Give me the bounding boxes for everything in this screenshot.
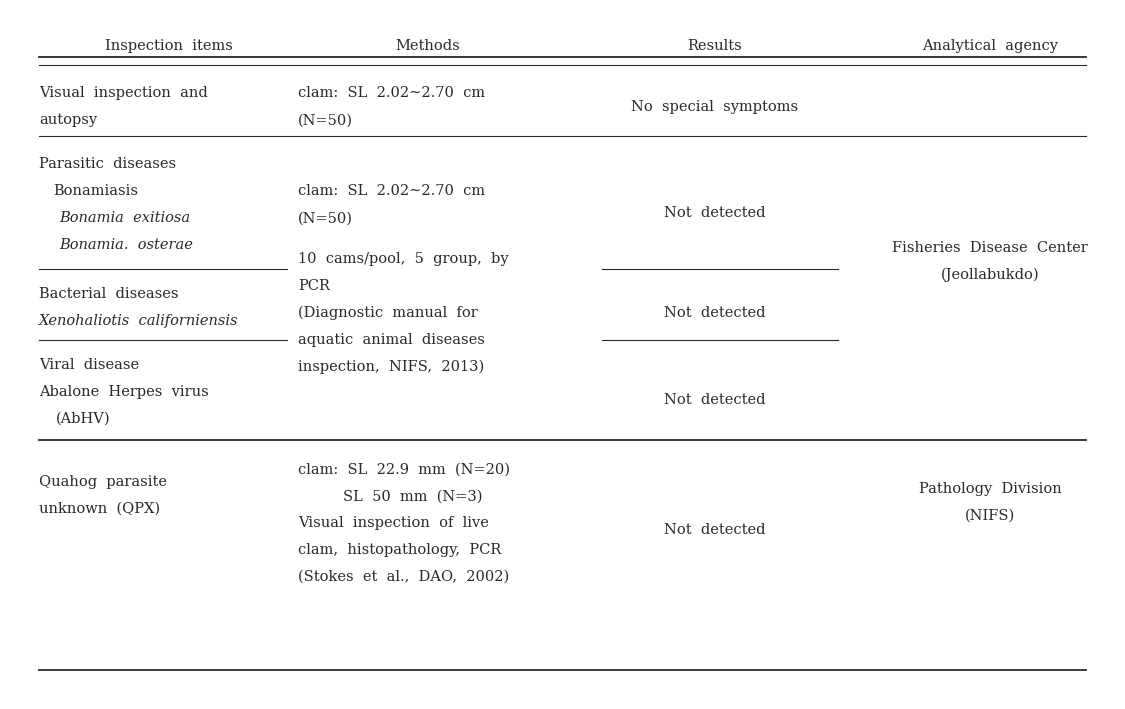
Text: aquatic  animal  diseases: aquatic animal diseases [298, 333, 485, 347]
Text: Abalone  Herpes  virus: Abalone Herpes virus [39, 385, 209, 399]
Text: Viral  disease: Viral disease [39, 358, 140, 372]
Text: (Jeollabukdo): (Jeollabukdo) [940, 268, 1040, 282]
Text: Visual  inspection  of  live: Visual inspection of live [298, 516, 489, 530]
Text: Methods: Methods [395, 39, 460, 53]
Text: clam:  SL  22.9  mm  (N=20): clam: SL 22.9 mm (N=20) [298, 462, 510, 476]
Text: Not  detected: Not detected [664, 306, 765, 320]
Text: Analytical  agency: Analytical agency [922, 39, 1058, 53]
Text: unknown  (QPX): unknown (QPX) [39, 502, 161, 516]
Text: Bonamia.  osterae: Bonamia. osterae [60, 238, 194, 252]
Text: (Stokes  et  al.,  DAO,  2002): (Stokes et al., DAO, 2002) [298, 570, 510, 584]
Text: Visual  inspection  and: Visual inspection and [39, 86, 208, 101]
Text: 10  cams/pool,  5  group,  by: 10 cams/pool, 5 group, by [298, 252, 508, 266]
Text: Inspection  items: Inspection items [105, 39, 233, 53]
Text: clam:  SL  2.02∼2.70  cm: clam: SL 2.02∼2.70 cm [298, 184, 485, 199]
Text: (N=50): (N=50) [298, 113, 353, 128]
Text: PCR: PCR [298, 279, 330, 293]
Text: Not  detected: Not detected [664, 393, 765, 408]
Text: (AbHV): (AbHV) [56, 412, 111, 426]
Text: Parasitic  diseases: Parasitic diseases [39, 157, 177, 172]
Text: Quahog  parasite: Quahog parasite [39, 475, 168, 489]
Text: Bacterial  diseases: Bacterial diseases [39, 287, 179, 301]
Text: Pathology  Division: Pathology Division [919, 482, 1061, 496]
Text: Fisheries  Disease  Center: Fisheries Disease Center [892, 241, 1088, 255]
Text: Xenohaliotis  californiensis: Xenohaliotis californiensis [39, 314, 238, 328]
Text: Results: Results [687, 39, 741, 53]
Text: clam,  histopathology,  PCR: clam, histopathology, PCR [298, 543, 502, 557]
Text: autopsy: autopsy [39, 113, 98, 128]
Text: Bonamiasis: Bonamiasis [53, 184, 138, 199]
Text: inspection,  NIFS,  2013): inspection, NIFS, 2013) [298, 359, 485, 374]
Text: SL  50  mm  (N=3): SL 50 mm (N=3) [343, 489, 483, 503]
Text: No  special  symptoms: No special symptoms [631, 100, 798, 114]
Text: Not  detected: Not detected [664, 206, 765, 220]
Text: clam:  SL  2.02∼2.70  cm: clam: SL 2.02∼2.70 cm [298, 86, 485, 101]
Text: (N=50): (N=50) [298, 211, 353, 225]
Text: Not  detected: Not detected [664, 523, 765, 537]
Text: (Diagnostic  manual  for: (Diagnostic manual for [298, 306, 478, 320]
Text: (NIFS): (NIFS) [965, 509, 1015, 523]
Text: Bonamia  exitiosa: Bonamia exitiosa [60, 211, 191, 225]
